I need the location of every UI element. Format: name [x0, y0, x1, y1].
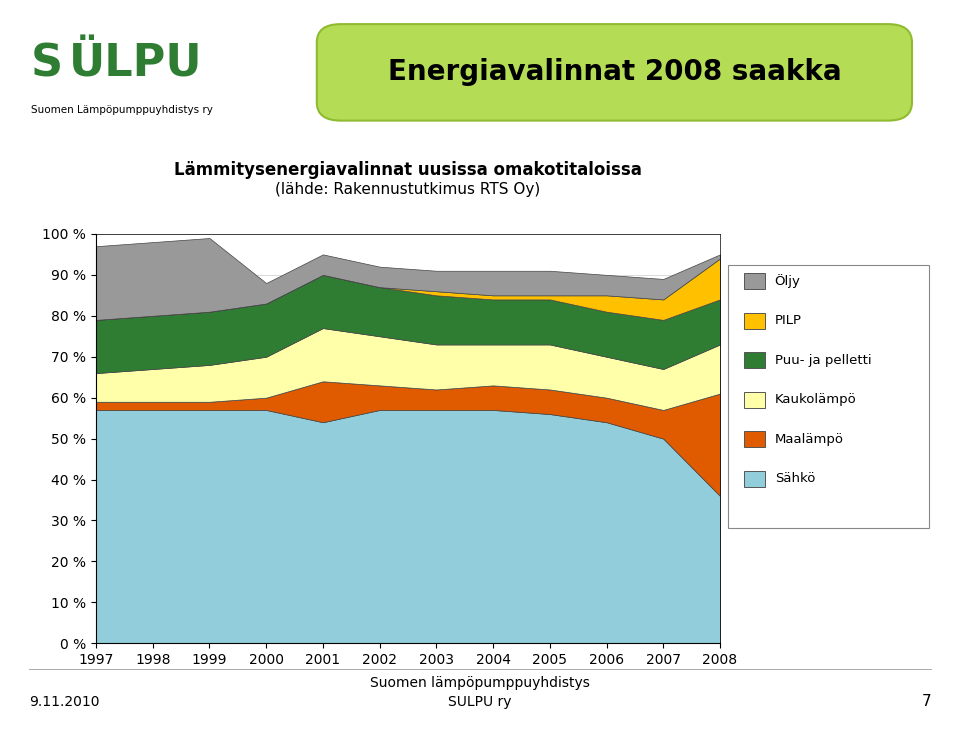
- Text: Kaukolämpö: Kaukolämpö: [775, 393, 856, 406]
- Text: S: S: [31, 42, 63, 86]
- Text: Sähkö: Sähkö: [775, 472, 815, 485]
- Text: 9.11.2010: 9.11.2010: [29, 695, 99, 709]
- Text: Suomen Lämpöpumppuyhdistys ry: Suomen Lämpöpumppuyhdistys ry: [31, 105, 213, 115]
- Text: (lähde: Rakennustutkimus RTS Oy): (lähde: Rakennustutkimus RTS Oy): [276, 182, 540, 197]
- Text: Maalämpö: Maalämpö: [775, 433, 844, 446]
- Text: ÜLPU: ÜLPU: [69, 42, 203, 86]
- Text: Lämmitysenergiavalinnat uusissa omakotitaloissa: Lämmitysenergiavalinnat uusissa omakotit…: [174, 161, 642, 179]
- Text: Puu- ja pelletti: Puu- ja pelletti: [775, 354, 872, 367]
- Text: Energiavalinnat 2008 saakka: Energiavalinnat 2008 saakka: [388, 58, 841, 86]
- Text: Suomen lämpöpumppuyhdistys
SULPU ry: Suomen lämpöpumppuyhdistys SULPU ry: [370, 675, 590, 709]
- Text: PILP: PILP: [775, 314, 802, 327]
- Text: Öljy: Öljy: [775, 274, 801, 289]
- Text: 7: 7: [922, 694, 931, 709]
